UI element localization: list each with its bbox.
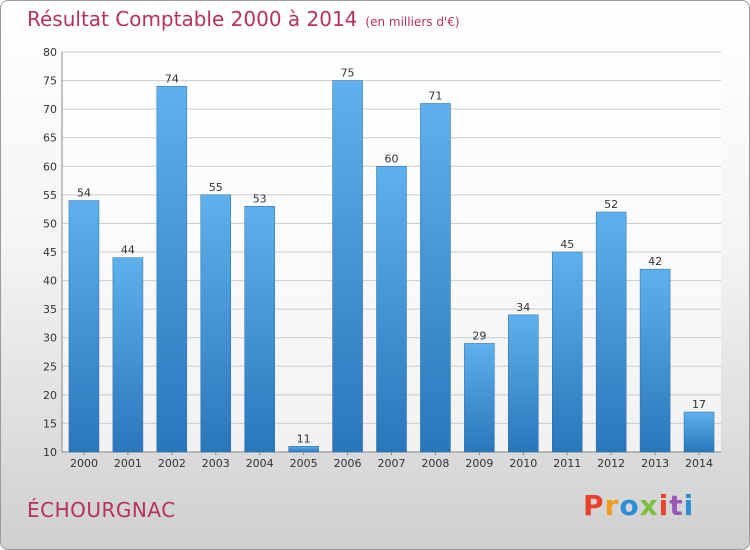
bar-value-label: 29 [472, 329, 486, 342]
y-tick-label: 75 [43, 75, 57, 88]
bar [68, 200, 100, 453]
logo-letter: i [658, 489, 670, 522]
bar [288, 446, 319, 453]
bar [332, 80, 363, 453]
y-tick-label: 35 [43, 303, 57, 316]
y-tick-label: 30 [43, 332, 57, 345]
bar [551, 251, 583, 453]
x-tick-label: 2004 [246, 457, 274, 470]
bar [595, 211, 627, 453]
bar [420, 103, 451, 453]
x-tick-label: 2007 [378, 457, 406, 470]
x-tick-label: 2014 [685, 457, 713, 470]
bar [639, 268, 671, 453]
y-tick-label: 15 [43, 417, 57, 430]
x-tick-label: 2006 [334, 457, 362, 470]
y-tick-label: 60 [43, 160, 57, 173]
x-tick-label: 2000 [70, 457, 98, 470]
logo-letter: o [619, 489, 640, 522]
y-tick-label: 25 [43, 360, 57, 373]
x-tick-label: 2013 [641, 457, 669, 470]
y-tick-label: 80 [43, 46, 57, 59]
bar [464, 343, 495, 453]
logo-letter: t [669, 489, 684, 522]
x-tick-label: 2008 [421, 457, 449, 470]
logo-letter: P [583, 489, 605, 522]
bar [244, 206, 275, 453]
bar-value-label: 17 [692, 398, 706, 411]
bar-value-label: 52 [604, 198, 618, 211]
bar-value-label: 55 [209, 181, 223, 194]
y-tick-label: 20 [43, 389, 57, 402]
bar-value-label: 44 [121, 244, 135, 257]
y-tick-label: 70 [43, 103, 57, 116]
bar-value-label: 54 [77, 187, 91, 200]
bar-value-label: 42 [648, 255, 662, 268]
x-tick-label: 2002 [158, 457, 186, 470]
bar-value-label: 75 [341, 67, 355, 80]
place-name: ÉCHOURGNAC [27, 498, 176, 522]
y-tick-label: 45 [43, 246, 57, 259]
y-tick-label: 50 [43, 217, 57, 230]
bar-value-label: 45 [560, 238, 574, 251]
y-tick-label: 10 [43, 446, 57, 459]
x-tick-label: 2001 [114, 457, 142, 470]
logo-letter: r [604, 489, 620, 522]
bar [200, 194, 232, 453]
logo-letter: i [683, 489, 695, 522]
bar-value-label: 34 [516, 301, 530, 314]
y-tick-label: 40 [43, 275, 57, 288]
proxiti-logo[interactable]: Proxiti [583, 489, 694, 522]
y-tick-label: 55 [43, 189, 57, 202]
bar [508, 314, 539, 453]
bar-value-label: 11 [297, 432, 311, 445]
x-tick-label: 2012 [597, 457, 625, 470]
bar-value-label: 60 [385, 152, 399, 165]
x-tick-label: 2011 [553, 457, 581, 470]
chart-subtitle: (en milliers d'€) [365, 15, 460, 29]
bar-value-label: 74 [165, 72, 179, 85]
x-tick-label: 2003 [202, 457, 230, 470]
logo-letter: x [639, 489, 659, 522]
bar [683, 411, 715, 453]
bar [156, 86, 188, 453]
x-tick-label: 2010 [509, 457, 537, 470]
x-tick-label: 2005 [290, 457, 318, 470]
bar [376, 166, 407, 453]
y-tick-label: 65 [43, 132, 57, 145]
bar [112, 257, 144, 453]
bar-value-label: 71 [428, 89, 442, 102]
chart-title: Résultat Comptable 2000 à 2014 (en millie… [27, 7, 460, 31]
bar-value-label: 53 [253, 192, 267, 205]
chart-title-text: Résultat Comptable 2000 à 2014 [27, 7, 358, 31]
x-tick-label: 2009 [465, 457, 493, 470]
